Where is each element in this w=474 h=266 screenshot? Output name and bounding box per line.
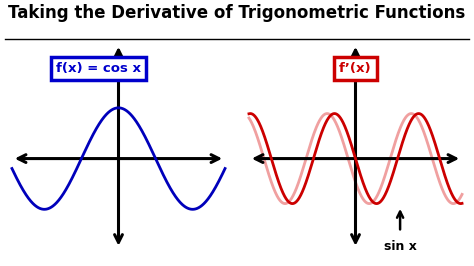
Text: f’(x): f’(x) — [339, 62, 372, 75]
Text: f(x) = cos x: f(x) = cos x — [56, 62, 141, 75]
Text: Taking the Derivative of Trigonometric Functions: Taking the Derivative of Trigonometric F… — [9, 4, 465, 22]
Text: sin x: sin x — [383, 240, 417, 253]
